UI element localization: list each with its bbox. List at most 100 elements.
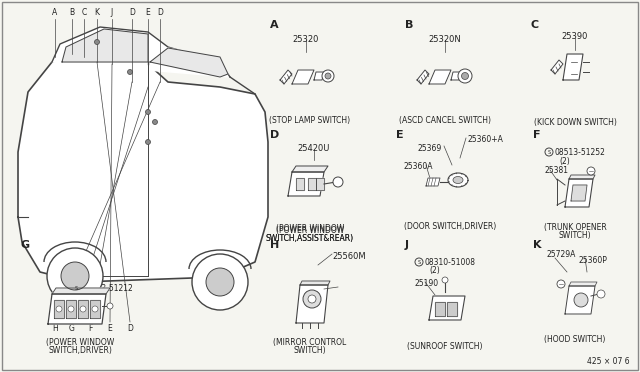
Text: F: F [533,130,541,140]
Polygon shape [565,179,593,207]
Text: J: J [111,8,113,17]
Circle shape [56,306,62,312]
Circle shape [303,290,321,308]
Circle shape [458,69,472,83]
Text: SWITCH,DRIVER): SWITCH,DRIVER) [48,346,112,355]
Polygon shape [447,302,457,316]
Text: E: E [108,324,113,333]
Text: (KICK DOWN SWITCH): (KICK DOWN SWITCH) [534,118,616,127]
Text: 25390: 25390 [562,32,588,41]
Text: S: S [417,260,420,264]
Text: D: D [270,130,279,140]
Text: J: J [405,240,409,250]
Circle shape [92,306,98,312]
Text: (4): (4) [86,292,97,301]
Polygon shape [296,285,328,323]
Circle shape [68,306,74,312]
Text: 25360+A: 25360+A [468,135,504,144]
Text: (DOOR SWITCH,DRIVER): (DOOR SWITCH,DRIVER) [404,222,496,231]
Text: H: H [52,324,58,333]
Circle shape [145,140,150,144]
Polygon shape [451,72,461,80]
Text: H: H [270,240,279,250]
Circle shape [152,119,157,125]
Polygon shape [78,300,88,318]
Polygon shape [316,178,324,190]
Circle shape [206,268,234,296]
Text: C: C [531,20,539,30]
Text: 25729A: 25729A [547,250,577,259]
Polygon shape [54,300,64,318]
Text: S: S [74,285,77,291]
Text: (2): (2) [429,266,440,275]
Text: 08513-51212: 08513-51212 [82,284,132,293]
Polygon shape [569,282,597,286]
Polygon shape [563,54,583,80]
Text: (SUNROOF SWITCH): (SUNROOF SWITCH) [407,342,483,351]
Text: 25750: 25750 [60,252,86,261]
Text: 25320: 25320 [293,35,319,44]
Text: 08513-51252: 08513-51252 [555,148,606,157]
Text: B: B [69,8,75,17]
Polygon shape [426,178,440,186]
Circle shape [587,167,595,175]
Text: (ASCD CANCEL SWITCH): (ASCD CANCEL SWITCH) [399,116,491,125]
Polygon shape [62,29,148,62]
Polygon shape [435,302,445,316]
Text: 425 × 07 6: 425 × 07 6 [588,357,630,366]
Circle shape [308,295,316,303]
Text: 25369: 25369 [418,144,442,153]
Polygon shape [150,48,228,77]
Circle shape [80,306,86,312]
Text: D: D [127,324,133,333]
Text: E: E [146,8,150,17]
Circle shape [557,280,565,288]
Text: K: K [95,8,99,17]
Text: E: E [396,130,404,140]
Polygon shape [300,281,330,285]
Polygon shape [565,286,595,314]
Text: (HOOD SWITCH): (HOOD SWITCH) [544,335,605,344]
Circle shape [95,39,99,45]
Circle shape [545,148,553,156]
Polygon shape [288,172,324,196]
Text: A: A [52,8,58,17]
Circle shape [461,73,468,80]
Polygon shape [308,178,316,190]
Text: F: F [88,324,92,333]
Text: B: B [405,20,413,30]
Text: 25320N: 25320N [429,35,461,44]
Circle shape [325,73,331,79]
Text: 25560M: 25560M [332,252,365,261]
Text: 25190: 25190 [415,279,439,288]
Polygon shape [280,70,292,84]
Text: S: S [547,150,550,154]
Circle shape [597,290,605,298]
Circle shape [442,277,448,283]
Polygon shape [569,175,595,179]
Polygon shape [314,72,324,80]
Circle shape [47,248,103,304]
Text: 25381: 25381 [545,166,569,175]
Text: (POWER WINDOW
SWITCH,ASSIST&REAR): (POWER WINDOW SWITCH,ASSIST&REAR) [266,224,354,243]
Polygon shape [52,288,110,294]
Text: K: K [533,240,541,250]
Polygon shape [18,52,268,282]
Circle shape [192,254,248,310]
Text: A: A [270,20,278,30]
Polygon shape [90,300,100,318]
Polygon shape [66,300,76,318]
Text: 08310-51008: 08310-51008 [425,258,476,267]
Text: 25420U: 25420U [298,144,330,153]
Polygon shape [52,27,230,77]
Text: (POWER WINDOW: (POWER WINDOW [276,226,344,235]
Text: C: C [81,8,86,17]
Ellipse shape [448,173,468,187]
Text: (MIRROR CONTROL: (MIRROR CONTROL [273,338,347,347]
Ellipse shape [453,176,463,183]
Polygon shape [296,178,304,190]
Polygon shape [551,60,563,74]
Text: (2): (2) [559,157,570,166]
Text: D: D [157,8,163,17]
Polygon shape [292,166,328,172]
